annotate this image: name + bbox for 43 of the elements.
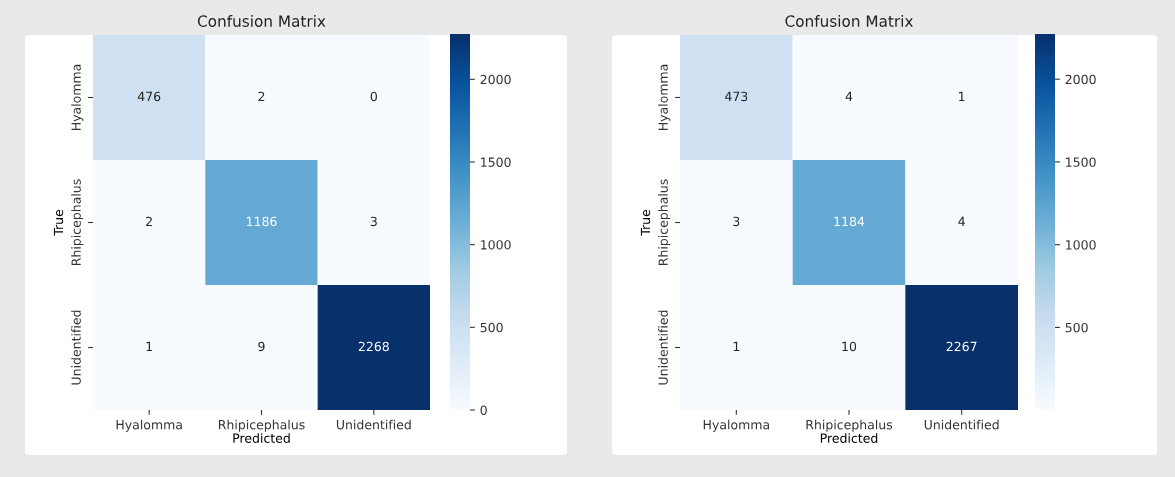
data-label: 1186 [246, 216, 277, 227]
x-tick-label: Rhipicephalus [218, 419, 305, 432]
color-bar-label: 1500 [1066, 157, 1096, 167]
color-bar-label: 500 [1065, 322, 1088, 333]
data-label: 1 [146, 341, 152, 351]
y-tick-label: Rhipicephalus [658, 179, 671, 266]
y-axis-title: True [640, 209, 651, 236]
chart-title: Confusion Matrix [197, 15, 326, 27]
color-bar-label: 1000 [481, 240, 511, 250]
data-label: 4 [845, 91, 853, 101]
x-tick-label: Rhipicephalus [806, 419, 893, 432]
y-tick-label: Hyalomma [658, 64, 671, 131]
data-label: 1184 [834, 216, 865, 227]
data-label: 473 [725, 91, 748, 102]
color-bar-label: 2000 [1065, 74, 1096, 85]
y-axis-title: True [53, 209, 64, 236]
data-label: 4 [958, 216, 965, 226]
color-bar-label: 1500 [481, 157, 511, 167]
data-label: 3 [370, 216, 377, 227]
data-label: 1 [959, 91, 965, 101]
data-label: 3 [733, 216, 740, 227]
y-tick-label: Hyalomma [71, 64, 84, 131]
data-label: 2 [258, 91, 265, 101]
data-label: 2267 [946, 341, 977, 352]
y-tick-label: Rhipicephalus [71, 179, 84, 266]
data-label: 2268 [358, 341, 389, 352]
x-tick-label: Unidentified [336, 419, 411, 430]
x-axis-title: Predicted [820, 433, 878, 443]
x-tick-label: Hyalomma [116, 419, 182, 432]
color-bar-label: 2000 [480, 74, 511, 85]
x-tick-label: Hyalomma [703, 419, 769, 432]
data-label: 10 [842, 341, 857, 352]
data-label: 1 [733, 341, 740, 351]
chart-title: Confusion Matrix [785, 15, 913, 27]
data-label: 2 [146, 216, 152, 226]
x-tick-label: Unidentified [924, 419, 999, 430]
data-label: 476 [137, 91, 161, 102]
color-bar-label: 0 [480, 405, 487, 415]
data-label: 9 [258, 341, 265, 352]
color-bar-label: 1000 [1066, 240, 1096, 250]
data-label: 0 [370, 91, 377, 102]
color-bar-label: 500 [480, 322, 503, 333]
x-axis-title: Predicted [233, 433, 290, 443]
